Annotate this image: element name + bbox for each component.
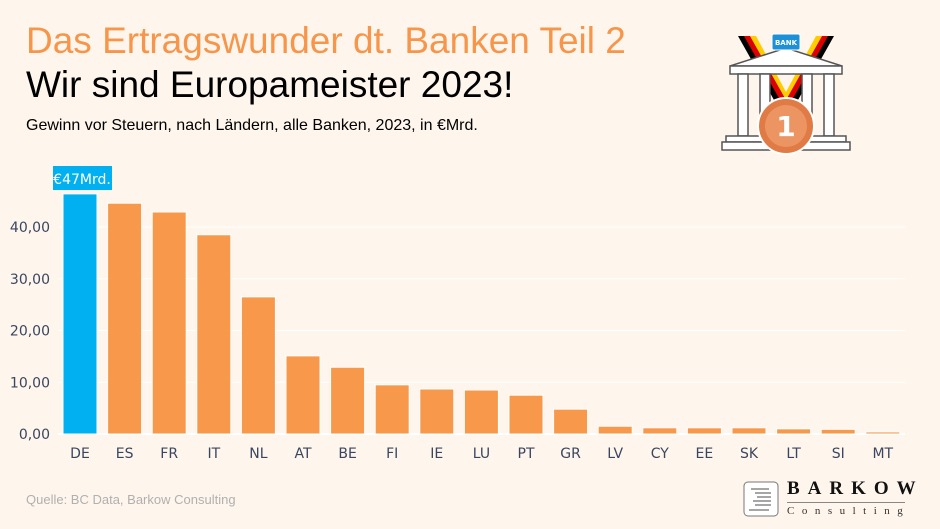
x-tick-label: NL [249,446,267,462]
y-tick-label: 0,00 [19,427,50,443]
bar-IE [419,388,455,435]
bar-LV [597,425,633,435]
bar-SI [820,428,856,435]
bar-GR [553,408,589,435]
bar-SK [731,427,767,435]
x-tick-label: MT [872,446,893,462]
data-label: €47Mrd. [53,172,111,188]
bar-LT [776,428,812,435]
y-tick-label: 30,00 [10,272,50,288]
x-tick-label: IE [430,446,443,462]
x-tick-label: SI [832,446,845,462]
y-tick-label: 20,00 [10,324,50,340]
x-tick-label: LU [473,446,490,462]
subtitle: Gewinn vor Steuern, nach Ländern, alle B… [26,117,478,134]
logo-divider [787,502,905,503]
bar-LU [463,389,499,435]
x-tick-label: FI [386,446,398,462]
x-tick-label: LV [607,446,623,462]
logo-tagline: Consulting [787,505,911,517]
x-tick-label: FR [160,446,178,462]
headline: Wir sind Europameister 2023! [26,64,514,105]
source-note: Quelle: BC Data, Barkow Consulting [26,492,236,507]
x-tick-label: AT [294,446,311,462]
bar-EE [686,427,722,435]
medal-rank: 1 [776,110,795,143]
x-tick-label: CY [651,446,670,462]
x-tick-label: PT [518,446,535,462]
x-tick-label: SK [740,446,759,462]
bar-ES [107,202,143,435]
x-tick-label: LT [786,446,801,462]
bar-MT [865,431,901,435]
y-tick-label: 10,00 [10,375,50,391]
bar-BE [330,366,366,435]
bar-AT [285,355,321,435]
bar-DE [62,193,98,435]
x-tick-label: EE [696,446,714,462]
barkow-logo-icon [743,481,779,517]
x-tick-label: ES [116,446,134,462]
bank-medal-icon: BANK 1 [721,33,851,155]
bar-FI [374,384,410,435]
logo-name: BARKOW [787,478,924,499]
data-label-box [53,166,112,190]
x-tick-label: GR [560,446,581,462]
bar-CY [642,427,678,435]
medal-banner: BANK [775,39,798,47]
x-tick-label: IT [207,446,220,462]
title: Das Ertragswunder dt. Banken Teil 2 [26,20,626,61]
bar-IT [196,234,232,435]
y-tick-label: 40,00 [10,220,50,236]
bar-NL [240,296,276,435]
bar-FR [151,211,187,435]
x-tick-label: DE [70,446,90,462]
x-tick-label: BE [338,446,356,462]
bar-PT [508,394,544,435]
